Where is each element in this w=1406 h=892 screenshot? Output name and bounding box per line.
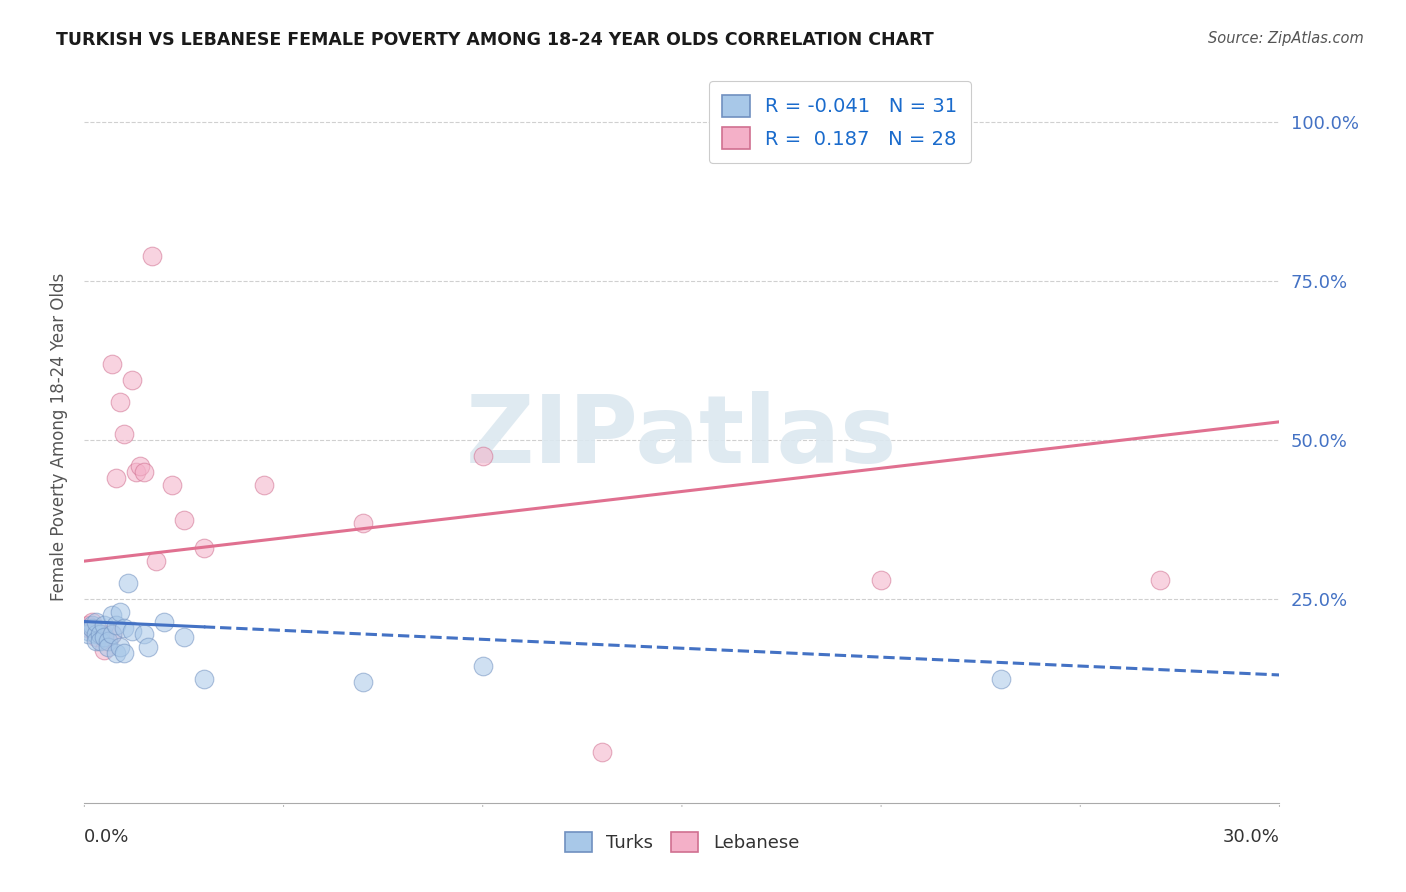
Point [136,640,159,654]
Point [352,516,374,530]
Point [471,659,494,673]
Point [193,541,215,556]
Point [93,627,115,641]
Point [110,605,132,619]
Point [101,627,124,641]
Point [77,624,100,638]
Point [253,477,276,491]
Point [82,617,104,632]
Point [101,608,124,623]
Text: TURKISH VS LEBANESE FEMALE POVERTY AMONG 18-24 YEAR OLDS CORRELATION CHART: TURKISH VS LEBANESE FEMALE POVERTY AMONG… [56,31,934,49]
Point [173,513,195,527]
Point [97,640,120,654]
Point [990,672,1012,686]
Point [112,646,135,660]
Point [101,357,124,371]
Point [77,617,100,632]
Point [591,745,613,759]
Text: 30.0%: 30.0% [1223,829,1279,847]
Point [82,615,104,629]
Point [160,477,183,491]
Text: 0.0%: 0.0% [84,829,129,847]
Point [77,621,100,635]
Text: ZIPatlas: ZIPatlas [467,391,897,483]
Point [112,621,135,635]
Point [97,633,120,648]
Point [121,373,143,387]
Point [352,675,374,690]
Point [132,627,156,641]
Point [870,573,893,587]
Point [117,576,139,591]
Point [105,471,128,485]
Point [93,643,115,657]
Point [82,621,104,635]
Point [110,640,132,654]
Text: Source: ZipAtlas.com: Source: ZipAtlas.com [1208,31,1364,46]
Point [89,627,111,641]
Point [125,465,148,479]
Point [129,458,152,473]
Point [1149,573,1171,587]
Point [101,627,124,641]
Point [97,633,120,648]
Point [77,627,100,641]
Point [110,395,132,409]
Legend: Turks, Lebanese: Turks, Lebanese [557,825,807,860]
Point [105,617,128,632]
Y-axis label: Female Poverty Among 18-24 Year Olds: Female Poverty Among 18-24 Year Olds [49,273,67,601]
Point [193,672,215,686]
Point [89,633,111,648]
Point [86,615,108,629]
Point [86,631,108,645]
Point [153,615,176,629]
Point [86,627,108,641]
Point [132,465,156,479]
Point [89,627,111,641]
Point [105,646,128,660]
Point [93,631,115,645]
Point [86,633,108,648]
Point [141,249,163,263]
Point [471,449,494,463]
Point [112,426,135,441]
Point [145,554,167,568]
Point [93,617,115,632]
Point [173,631,195,645]
Point [121,624,143,638]
